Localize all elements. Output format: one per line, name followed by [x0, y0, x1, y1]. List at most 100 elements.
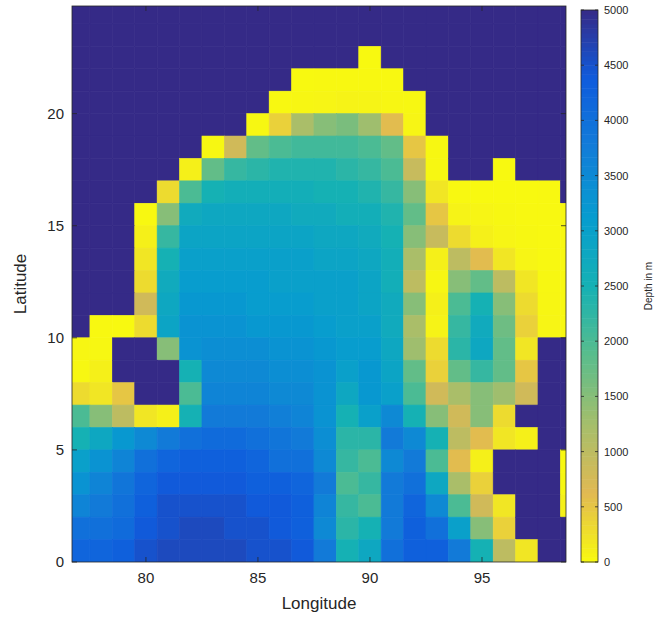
colorbar-tick: [595, 10, 598, 11]
cell: [292, 405, 314, 427]
colorbar-swatch: [581, 171, 598, 176]
cell: [292, 46, 314, 68]
colorbar-swatch: [581, 189, 598, 194]
cells: [72, 6, 566, 562]
cell: [180, 495, 202, 517]
cell: [516, 6, 538, 24]
cell: [247, 158, 269, 180]
cell: [314, 226, 336, 248]
cell: [493, 271, 515, 293]
cell: [269, 181, 291, 203]
y-tick-label: 0: [56, 553, 64, 570]
cell: [314, 495, 336, 517]
cell: [292, 495, 314, 517]
cell: [292, 136, 314, 158]
cell: [292, 24, 314, 46]
colorbar-swatch: [581, 88, 598, 93]
cell: [493, 6, 515, 24]
cell: [72, 293, 90, 315]
colorbar-swatch: [581, 51, 598, 56]
cell: [135, 383, 157, 405]
cell: [516, 158, 538, 180]
cell: [180, 271, 202, 293]
cell: [516, 360, 538, 382]
cell: [381, 293, 403, 315]
cell: [471, 181, 493, 203]
cell: [471, 495, 493, 517]
cell: [157, 248, 179, 270]
cell: [202, 405, 224, 427]
cell: [404, 405, 426, 427]
cell: [359, 181, 381, 203]
colorbar-swatch: [581, 438, 598, 443]
cell: [202, 114, 224, 136]
cell: [90, 271, 112, 293]
cell: [471, 450, 493, 472]
cell: [516, 114, 538, 136]
cell: [359, 338, 381, 360]
cell: [538, 383, 560, 405]
cell: [247, 405, 269, 427]
figure: 8085909505101520LongitudeLatitude0500100…: [0, 0, 670, 639]
cell: [560, 46, 566, 68]
cell: [72, 472, 90, 494]
cell: [336, 158, 358, 180]
cell: [269, 427, 291, 449]
cell: [359, 517, 381, 539]
cell: [292, 540, 314, 562]
colorbar-swatch: [581, 369, 598, 374]
cell: [292, 181, 314, 203]
cell: [112, 181, 134, 203]
cell: [247, 248, 269, 270]
cell: [404, 427, 426, 449]
colorbar-swatch: [581, 65, 598, 70]
colorbar-tick: [581, 230, 584, 231]
colorbar-tick: [581, 506, 584, 507]
cell: [560, 136, 566, 158]
cell: [448, 181, 470, 203]
colorbar-swatch: [581, 295, 598, 300]
cell: [135, 248, 157, 270]
colorbar-tick-label: 4500: [604, 59, 628, 71]
cell: [516, 24, 538, 46]
y-tick: [561, 337, 566, 338]
cell: [493, 338, 515, 360]
cell: [404, 383, 426, 405]
cell: [224, 226, 246, 248]
cell: [560, 450, 566, 472]
colorbar-swatch: [581, 217, 598, 222]
colorbar-swatch: [581, 406, 598, 411]
cell: [516, 46, 538, 68]
colorbar-tick: [581, 562, 584, 563]
cell: [135, 427, 157, 449]
colorbar-tick-label: 0: [604, 556, 610, 568]
cell: [112, 114, 134, 136]
colorbar-title: Depth in m: [643, 262, 654, 310]
cell: [224, 517, 246, 539]
colorbar-swatch: [581, 61, 598, 66]
cell: [292, 427, 314, 449]
cell: [516, 517, 538, 539]
colorbar-tick: [581, 341, 584, 342]
cell: [560, 472, 566, 494]
cell: [448, 293, 470, 315]
cell: [404, 495, 426, 517]
cell: [157, 271, 179, 293]
colorbar-swatch: [581, 327, 598, 332]
cell: [560, 293, 566, 315]
cell: [381, 450, 403, 472]
cell: [314, 427, 336, 449]
cell: [72, 91, 90, 113]
cell: [448, 472, 470, 494]
cell: [90, 69, 112, 91]
colorbar-tick: [581, 396, 584, 397]
cell: [381, 472, 403, 494]
cell: [381, 338, 403, 360]
cell: [90, 360, 112, 382]
cell: [560, 360, 566, 382]
cell: [135, 472, 157, 494]
cell: [314, 6, 336, 24]
cell: [157, 293, 179, 315]
colorbar-swatch: [581, 258, 598, 263]
colorbar-swatch: [581, 521, 598, 526]
